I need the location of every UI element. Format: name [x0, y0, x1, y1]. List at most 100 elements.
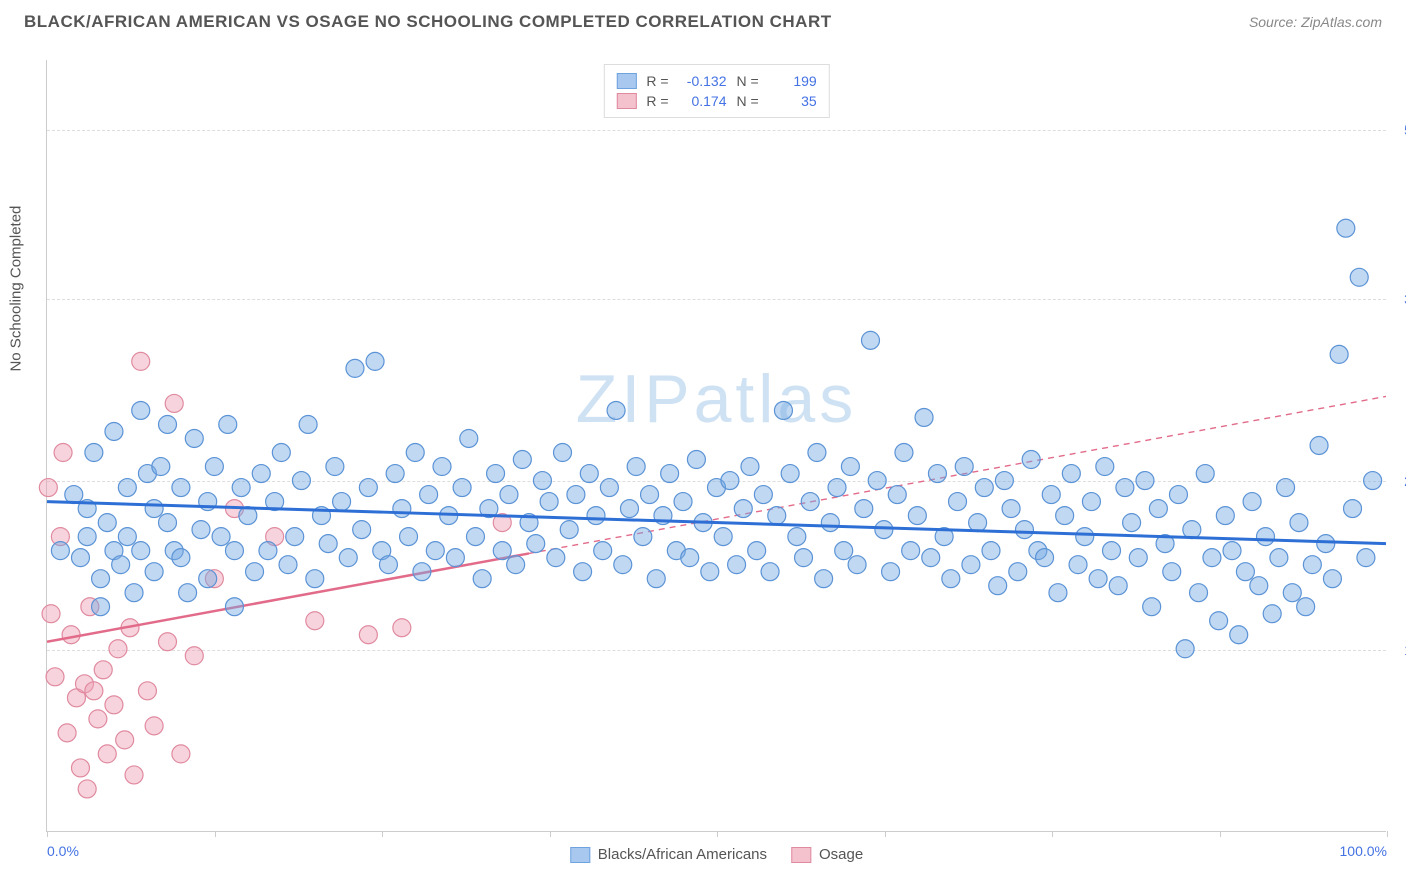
data-point — [547, 549, 565, 567]
data-point — [1082, 493, 1100, 511]
r-value: 0.174 — [679, 93, 727, 109]
data-point — [1056, 507, 1074, 525]
data-point — [687, 451, 705, 469]
data-point — [219, 415, 237, 433]
data-point — [145, 717, 163, 735]
data-point — [98, 745, 116, 763]
data-point — [159, 415, 177, 433]
data-point — [1062, 465, 1080, 483]
legend-item: Osage — [791, 846, 863, 863]
data-point — [1250, 577, 1268, 595]
data-point — [279, 556, 297, 574]
data-point — [460, 430, 478, 448]
data-point — [808, 444, 826, 462]
data-point — [165, 394, 183, 412]
data-point — [527, 535, 545, 553]
data-point — [661, 465, 679, 483]
data-point — [1290, 514, 1308, 532]
chart-title: BLACK/AFRICAN AMERICAN VS OSAGE NO SCHOO… — [24, 12, 832, 32]
data-point — [1357, 549, 1375, 567]
data-point — [1230, 626, 1248, 644]
data-point — [982, 542, 1000, 560]
data-point — [1297, 598, 1315, 616]
data-point — [1310, 437, 1328, 455]
data-point — [112, 556, 130, 574]
data-point — [426, 542, 444, 560]
data-point — [875, 521, 893, 539]
legend-stat-row: R = 0.174 N = 35 — [616, 91, 816, 111]
data-point — [600, 479, 618, 497]
data-point — [333, 493, 351, 511]
data-point — [92, 598, 110, 616]
data-point — [620, 500, 638, 518]
data-point — [513, 451, 531, 469]
data-point — [1103, 542, 1121, 560]
x-tick — [1052, 831, 1053, 837]
data-point — [1089, 570, 1107, 588]
data-point — [1256, 528, 1274, 546]
data-point — [1143, 598, 1161, 616]
data-point — [159, 633, 177, 651]
data-point — [116, 731, 134, 749]
data-point — [748, 542, 766, 560]
data-point — [138, 682, 156, 700]
data-point — [420, 486, 438, 504]
data-point — [1203, 549, 1221, 567]
data-point — [721, 472, 739, 490]
n-label: N = — [737, 93, 759, 109]
data-point — [768, 507, 786, 525]
n-value: 35 — [769, 93, 817, 109]
data-point — [172, 549, 190, 567]
data-point — [1149, 500, 1167, 518]
data-point — [46, 668, 64, 686]
x-tick — [1387, 831, 1388, 837]
data-point — [915, 408, 933, 426]
data-point — [500, 486, 518, 504]
data-point — [286, 528, 304, 546]
data-point — [587, 507, 605, 525]
legend-series: Blacks/African Americans Osage — [570, 846, 863, 863]
data-point — [159, 514, 177, 532]
data-point — [1069, 556, 1087, 574]
data-point — [346, 359, 364, 377]
plot-svg — [47, 60, 1386, 831]
data-point — [1196, 465, 1214, 483]
n-value: 199 — [769, 73, 817, 89]
data-point — [962, 556, 980, 574]
data-point — [975, 479, 993, 497]
data-point — [754, 486, 772, 504]
data-point — [94, 661, 112, 679]
data-point — [841, 458, 859, 476]
data-point — [1123, 514, 1141, 532]
data-point — [855, 500, 873, 518]
data-point — [54, 444, 72, 462]
data-point — [212, 528, 230, 546]
r-label: R = — [646, 93, 668, 109]
data-point — [433, 458, 451, 476]
data-point — [319, 535, 337, 553]
data-point — [1344, 500, 1362, 518]
data-point — [1129, 549, 1147, 567]
data-point — [359, 479, 377, 497]
data-point — [487, 465, 505, 483]
legend-swatch — [570, 847, 590, 863]
data-point — [1236, 563, 1254, 581]
data-point — [580, 465, 598, 483]
data-point — [132, 542, 150, 560]
data-point — [1169, 486, 1187, 504]
data-point — [1323, 570, 1341, 588]
data-point — [132, 401, 150, 419]
data-point — [1116, 479, 1134, 497]
data-point — [815, 570, 833, 588]
data-point — [259, 542, 277, 560]
data-point — [179, 584, 197, 602]
data-point — [1036, 549, 1054, 567]
n-label: N = — [737, 73, 759, 89]
data-point — [1243, 493, 1261, 511]
data-point — [393, 500, 411, 518]
data-point — [246, 563, 264, 581]
chart-source: Source: ZipAtlas.com — [1249, 14, 1382, 30]
legend-label: Blacks/African Americans — [598, 846, 767, 863]
data-point — [861, 331, 879, 349]
x-tick-label: 100.0% — [1340, 843, 1387, 859]
